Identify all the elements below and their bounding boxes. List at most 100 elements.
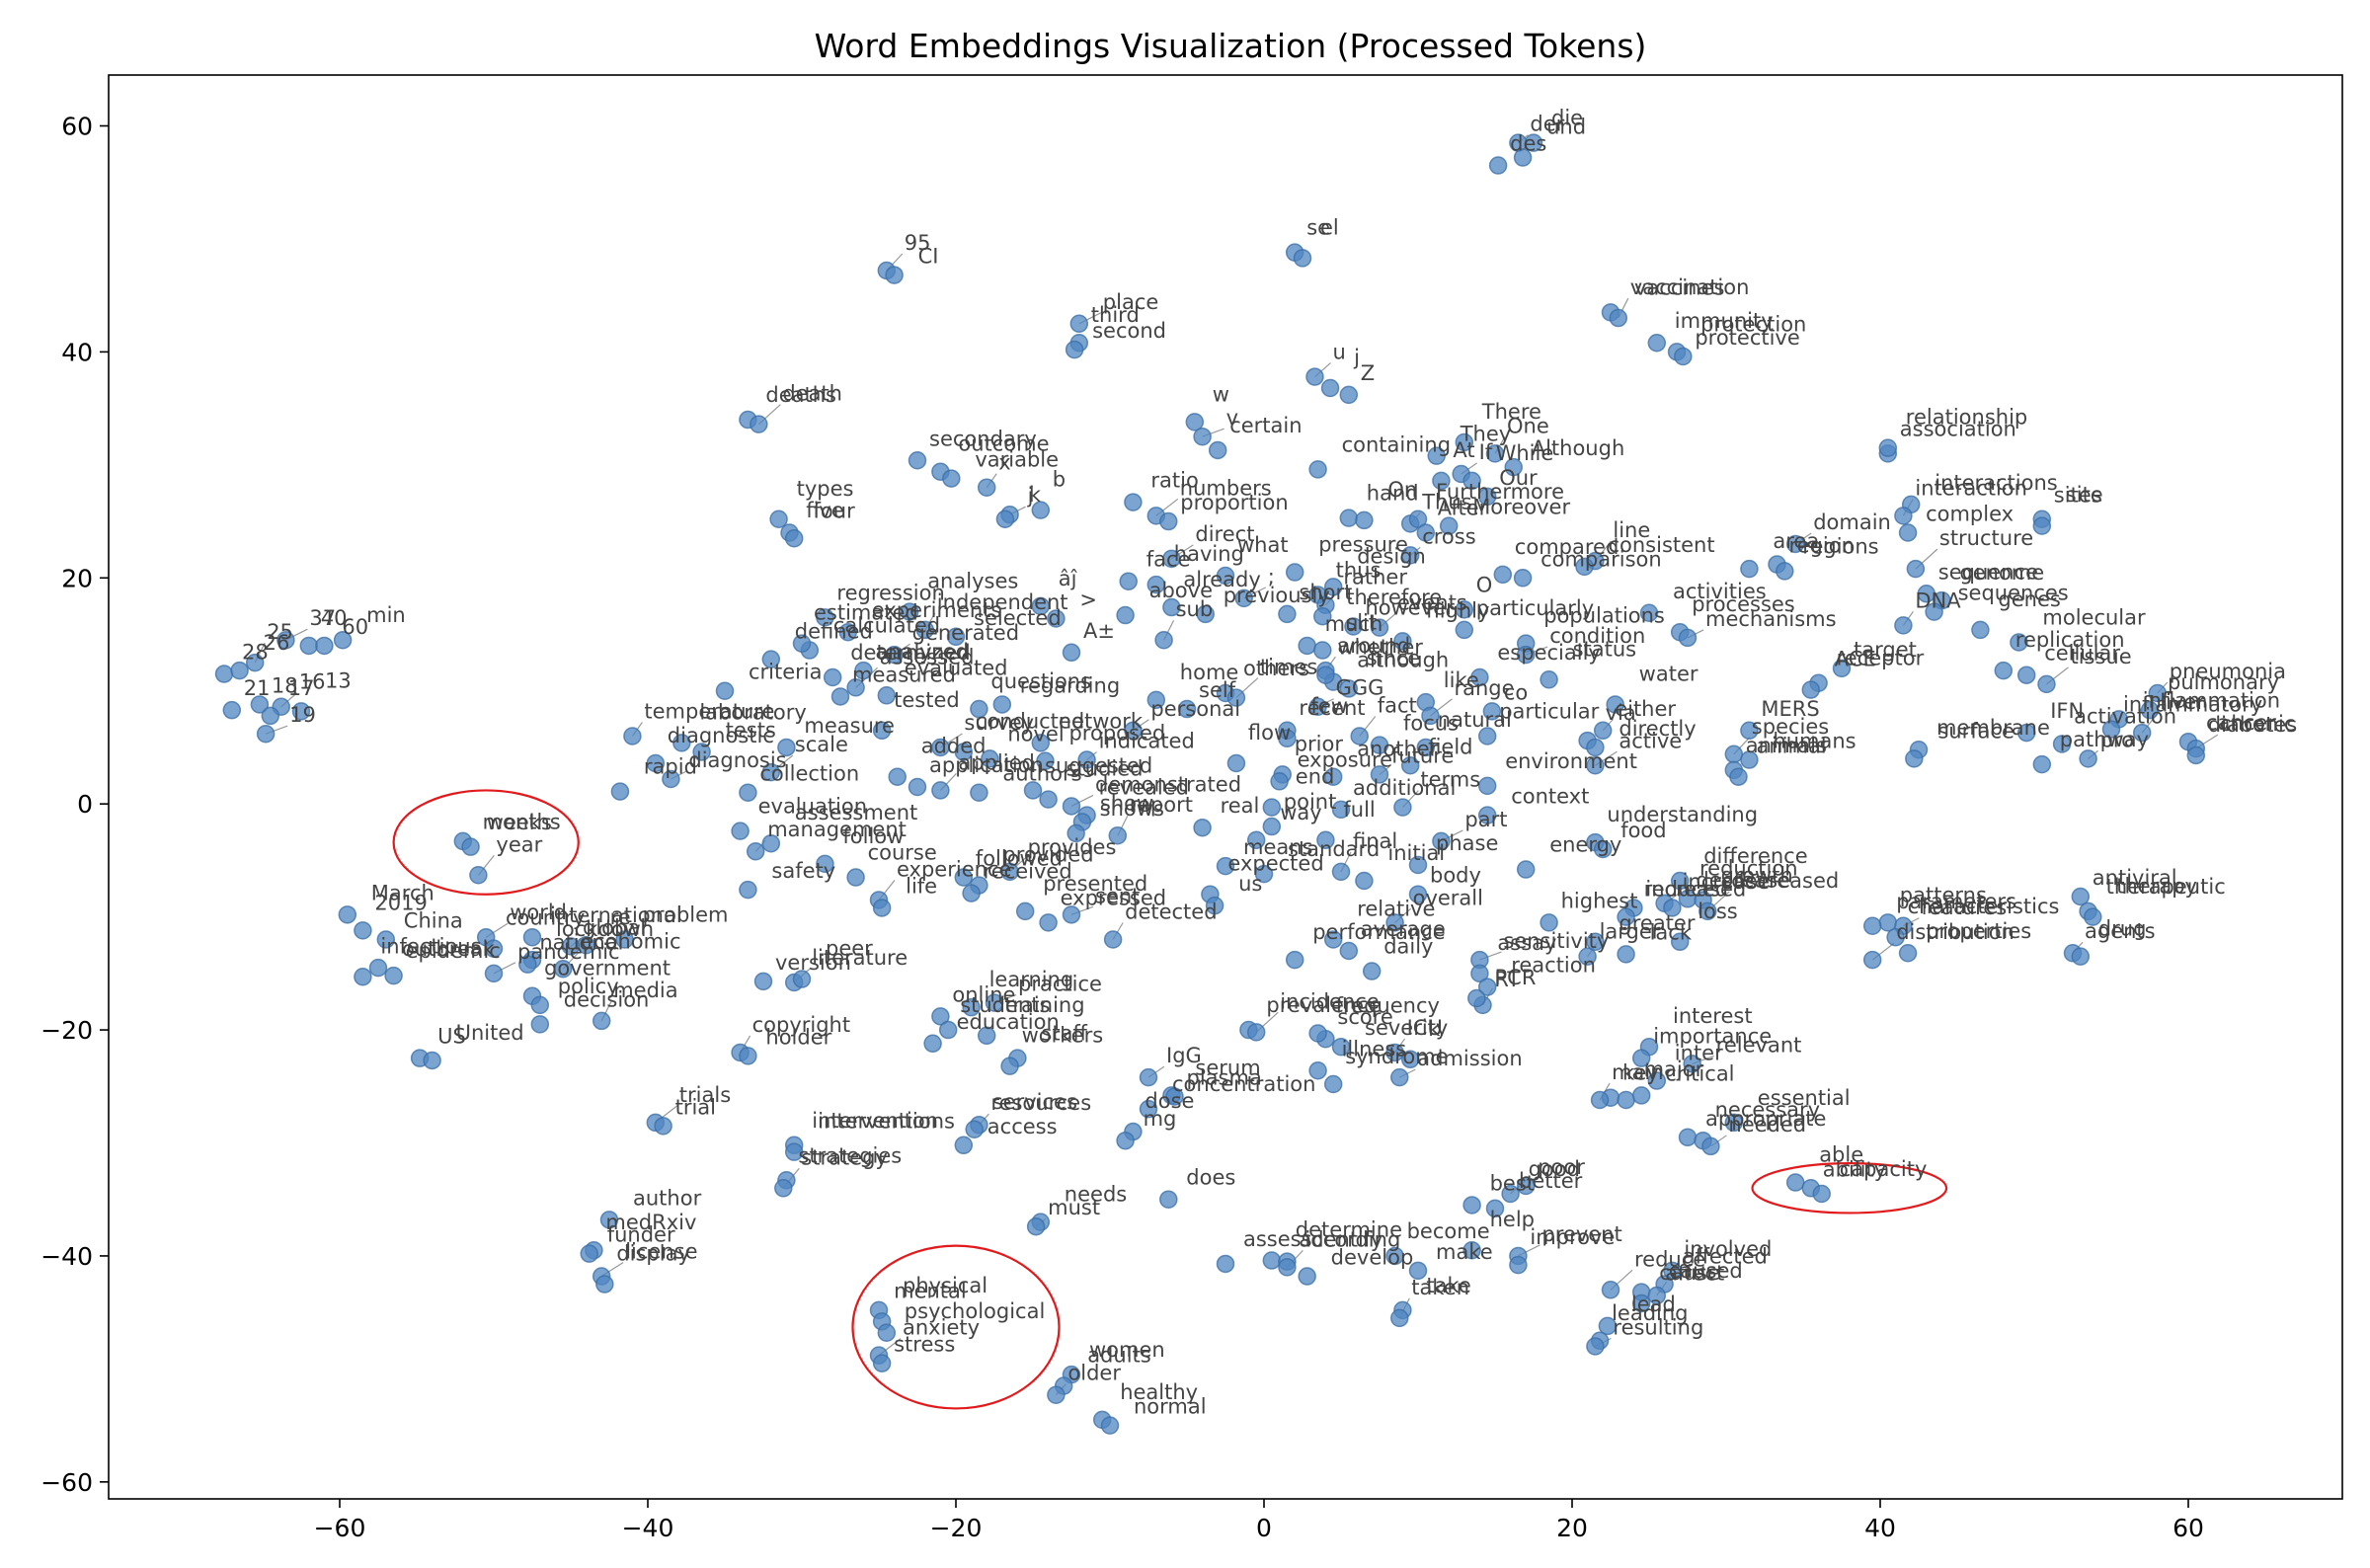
embedding-point <box>1886 927 1905 947</box>
annotation-layer <box>392 789 1948 1410</box>
point-label: A± <box>1083 619 1115 643</box>
embedding-point <box>1488 156 1508 175</box>
point-label: reaction <box>1511 954 1596 978</box>
embedding-point <box>1617 907 1635 926</box>
point-label: 60 <box>342 615 368 639</box>
embedding-point <box>1501 1184 1520 1204</box>
embedding-point <box>1663 1261 1682 1281</box>
point-label: strategies <box>798 1143 902 1167</box>
point-label: They <box>1460 423 1512 446</box>
point-label: prevalence <box>1266 993 1381 1017</box>
embedding-point <box>1308 697 1327 716</box>
point-label: agents <box>2085 919 2156 943</box>
embedding-point <box>1593 721 1613 741</box>
embedding-point <box>962 884 981 902</box>
point-label: pathway <box>2060 728 2149 751</box>
point-label: policy <box>558 975 619 998</box>
embedding-point <box>1069 314 1089 334</box>
embedding-point <box>1504 457 1523 477</box>
point-label: followed <box>976 847 1063 871</box>
point-label: sequences <box>1958 582 2069 605</box>
embedding-point <box>1455 432 1474 452</box>
point-label: 16 <box>299 670 326 694</box>
point-label: el <box>1320 215 1339 239</box>
embedding-point <box>1370 618 1389 637</box>
embedding-point <box>1316 830 1335 850</box>
embedding-point <box>469 866 488 885</box>
embedding-point <box>1355 510 1374 530</box>
embedding-point <box>1000 1057 1019 1075</box>
point-label: prior <box>1295 732 1344 755</box>
point-label: initial <box>1387 841 1445 865</box>
embedding-point <box>1323 930 1343 949</box>
point-label: reduce <box>1634 1247 1705 1271</box>
point-label: 37 <box>309 606 336 630</box>
point-label: loss <box>1698 900 1738 923</box>
point-label: events <box>1397 591 1467 615</box>
embedding-point <box>942 469 961 488</box>
x-tick-label: 20 <box>1556 1514 1588 1542</box>
embedding-point <box>1776 562 1794 581</box>
embedding-point <box>995 510 1015 529</box>
point-label: follow <box>842 824 904 848</box>
point-label: GGG <box>1336 676 1384 700</box>
embedding-point <box>1439 516 1459 535</box>
embedding-point <box>1308 1061 1327 1080</box>
embedding-point <box>1647 1286 1667 1305</box>
embedding-point <box>2148 683 2168 703</box>
embedding-point <box>2037 674 2056 694</box>
point-label: safety <box>771 859 835 883</box>
embedding-point <box>2010 633 2028 652</box>
point-label: highly <box>1426 598 1489 622</box>
point-label: capacity <box>1840 1157 1928 1181</box>
embedding-point <box>561 937 581 956</box>
point-label: consistent <box>1608 533 1714 557</box>
point-label: syndrome <box>1345 1045 1448 1068</box>
embedding-point <box>291 702 311 721</box>
point-label: United <box>456 1021 524 1045</box>
embedding-point <box>1362 962 1382 980</box>
point-label: added <box>921 735 987 758</box>
x-tick-label: 40 <box>1864 1514 1896 1542</box>
point-label: 26 <box>264 631 290 655</box>
point-label: must <box>1048 1196 1100 1219</box>
point-label: sensitivity <box>1503 929 1609 953</box>
point-label: place <box>1103 290 1159 314</box>
embedding-point <box>1047 609 1066 628</box>
point-label: phase <box>1436 831 1498 855</box>
point-label: economic <box>581 929 680 953</box>
point-label: evaluated <box>905 656 1008 679</box>
embedding-point <box>1678 1128 1698 1147</box>
y-tick-label: −40 <box>40 1242 93 1271</box>
point-label: revealed <box>1099 776 1189 800</box>
point-label: decrease <box>1696 868 1790 892</box>
embedding-point <box>1670 871 1690 891</box>
embedding-point <box>954 868 974 887</box>
point-label: fact <box>1378 694 1417 718</box>
embedding-point <box>1193 427 1212 446</box>
point-label: direct <box>1195 522 1254 546</box>
point-label: diagnosis <box>688 748 786 772</box>
point-label: relationship <box>1906 406 2027 430</box>
point-label: real <box>1221 794 1260 818</box>
embedding-point <box>1674 347 1693 366</box>
point-label: however <box>1365 595 1455 619</box>
embedding-point <box>1971 620 1990 640</box>
embedding-point <box>615 930 634 949</box>
point-label: help <box>1490 1208 1535 1231</box>
embedding-point <box>1493 565 1513 585</box>
point-label: problem <box>643 903 729 927</box>
point-label: taken <box>1411 1276 1469 1299</box>
embedding-point <box>715 681 735 700</box>
embedding-point <box>1254 864 1274 884</box>
point-label: energy <box>1549 833 1621 857</box>
point-label: already <box>1183 568 1260 591</box>
point-label: physical <box>903 1274 988 1297</box>
embedding-point <box>214 665 234 683</box>
embedding-point <box>1894 616 1913 635</box>
embedding-point <box>1513 569 1533 588</box>
embedding-point <box>1108 825 1128 845</box>
embedding-point <box>315 636 334 656</box>
point-label: good <box>1529 1157 1580 1181</box>
embedding-point <box>1278 604 1297 624</box>
